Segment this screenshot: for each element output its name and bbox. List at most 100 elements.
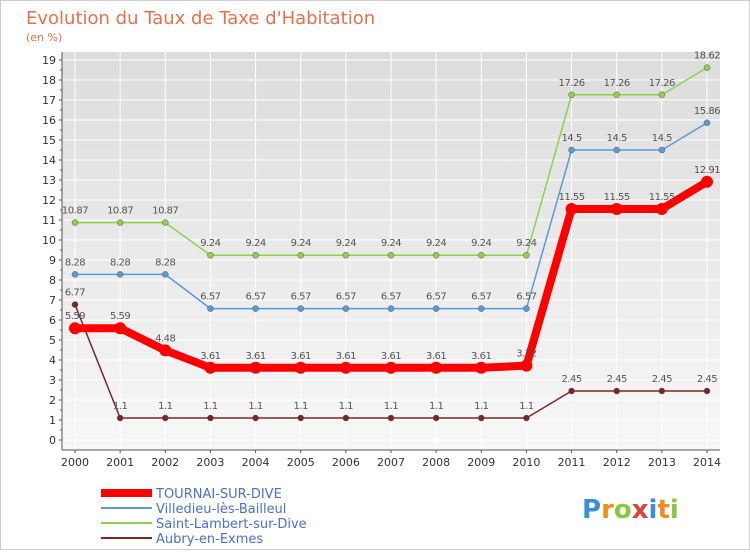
- series-point-2: [162, 219, 169, 226]
- data-label: 1.1: [384, 401, 399, 412]
- legend-label: Villedieu-lès-Bailleul: [156, 502, 286, 517]
- series-point-3: [478, 414, 485, 422]
- x-tick-label: 2002: [151, 456, 179, 469]
- series-point-0: [159, 344, 172, 357]
- series-point-2: [297, 251, 304, 259]
- data-label: 18.62: [694, 51, 720, 62]
- data-label: 1.1: [113, 401, 128, 412]
- data-label: 3.61: [471, 351, 491, 362]
- series-point-2: [613, 91, 620, 99]
- y-tick-label: 5: [49, 334, 56, 347]
- series-point-0: [655, 203, 668, 215]
- series-point-0: [520, 359, 533, 372]
- legend-label: Saint-Lambert-sur-Dive: [156, 517, 307, 532]
- series-point-1: [703, 119, 711, 127]
- data-label: 1.1: [248, 401, 263, 412]
- x-tick-label: 2001: [106, 456, 134, 469]
- y-tick-label: 15: [42, 134, 56, 147]
- series-point-2: [568, 91, 575, 99]
- y-tick-label: 9: [49, 254, 56, 267]
- series-point-2: [478, 251, 485, 259]
- data-label: 15.86: [694, 106, 720, 117]
- y-tick-label: 14: [42, 154, 56, 167]
- series-point-1: [297, 305, 304, 312]
- y-tick-label: 1: [49, 414, 56, 427]
- series-point-0: [114, 322, 127, 335]
- data-label: 8.28: [155, 257, 175, 268]
- series-point-2: [432, 251, 440, 259]
- series-point-2: [207, 251, 214, 259]
- series-point-0: [610, 203, 623, 215]
- y-tick-label: 6: [49, 314, 56, 327]
- series-point-1: [252, 305, 259, 312]
- x-tick-label: 2000: [61, 456, 89, 469]
- series-point-1: [432, 305, 440, 312]
- series-point-3: [162, 414, 169, 422]
- series-point-3: [432, 414, 440, 422]
- x-tick-label: 2010: [512, 456, 540, 469]
- y-tick-label: 8: [49, 274, 56, 287]
- x-tick-label: 2004: [242, 456, 270, 469]
- series-point-3: [658, 387, 666, 395]
- data-label: 9.24: [381, 238, 401, 249]
- series-point-0: [339, 361, 352, 374]
- x-tick-label: 2005: [287, 456, 315, 469]
- y-tick-label: 4: [49, 354, 56, 367]
- brand-letter: t: [657, 495, 669, 525]
- data-label: 2.45: [652, 374, 672, 385]
- data-label: 9.24: [291, 238, 311, 249]
- series-point-1: [162, 271, 169, 278]
- data-label: 6.57: [336, 292, 356, 303]
- brand-text: Proxiti: [582, 495, 679, 525]
- chart-title: Evolution du Taux de Taxe d'Habitation: [26, 8, 375, 29]
- series-layer: [69, 64, 713, 422]
- data-label: 9.24: [200, 238, 220, 249]
- brand-letter: i: [649, 495, 658, 525]
- series-point-2: [71, 219, 79, 226]
- y-tick-label: 2: [49, 394, 56, 407]
- y-tick-label: 0: [49, 434, 56, 447]
- data-label: 10.87: [107, 206, 133, 217]
- data-label: 6.57: [245, 292, 265, 303]
- series-point-1: [523, 305, 530, 312]
- series-point-3: [252, 414, 259, 422]
- data-labels-layer: 5.59 5.59 4.48 3.61 3.61 3.61 3.61 3.61 3.61 3.61…: [62, 51, 721, 412]
- data-label: 3.61: [336, 351, 356, 362]
- data-label: 6.57: [381, 292, 401, 303]
- data-label: 1.1: [474, 401, 489, 412]
- data-label: 1.1: [294, 401, 309, 412]
- data-label: 14.5: [652, 133, 672, 144]
- data-label: 2.45: [561, 374, 581, 385]
- y-tick-label: 13: [42, 174, 56, 187]
- y-tick-label: 17: [42, 94, 56, 107]
- data-label: 9.24: [471, 238, 491, 249]
- brand-letter: P: [582, 495, 601, 525]
- data-label: 11.55: [649, 192, 675, 203]
- series-point-1: [207, 305, 214, 312]
- series-point-2: [703, 64, 711, 71]
- series-point-2: [387, 251, 395, 259]
- series-point-3: [387, 414, 395, 422]
- series-point-0: [69, 322, 81, 335]
- series-point-3: [342, 414, 350, 422]
- data-label: 2.45: [607, 374, 627, 385]
- x-tick-label: 2011: [558, 456, 586, 469]
- data-label: 11.55: [559, 192, 585, 203]
- series-point-3: [297, 414, 304, 422]
- series-point-1: [71, 271, 79, 278]
- data-label: 10.87: [152, 206, 178, 217]
- data-label: 17.26: [559, 78, 585, 89]
- series-point-2: [658, 91, 666, 99]
- data-label: 6.57: [471, 292, 491, 303]
- x-tick-label: 2008: [422, 456, 450, 469]
- y-tick-label: 18: [42, 74, 56, 87]
- y-tick-label: 11: [42, 214, 56, 227]
- series-point-2: [252, 251, 259, 259]
- data-label: 3.72: [516, 349, 536, 360]
- data-label: 1.1: [203, 401, 218, 412]
- data-label: 6.57: [516, 292, 536, 303]
- data-label: 9.24: [426, 238, 446, 249]
- series-point-0: [430, 361, 443, 374]
- data-label: 12.91: [694, 165, 720, 176]
- series-point-3: [703, 387, 711, 395]
